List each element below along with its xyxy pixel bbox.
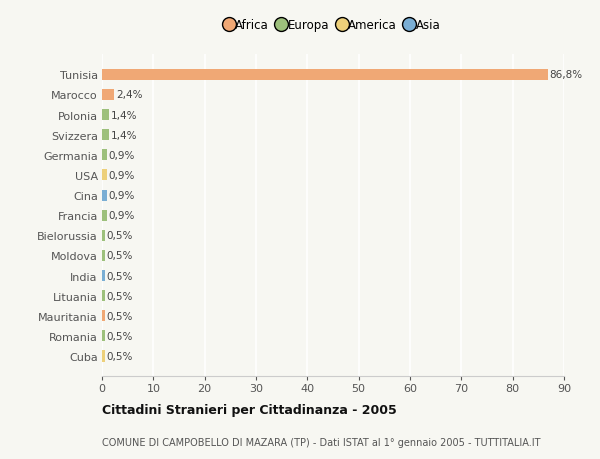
Text: 0,9%: 0,9% [109, 211, 135, 221]
Text: 2,4%: 2,4% [116, 90, 143, 100]
Text: 0,5%: 0,5% [107, 271, 133, 281]
Text: 0,5%: 0,5% [107, 351, 133, 361]
Text: 1,4%: 1,4% [111, 110, 138, 120]
Bar [102, 330, 104, 341]
Text: 0,5%: 0,5% [107, 331, 133, 341]
Bar [102, 150, 107, 161]
Text: 0,5%: 0,5% [107, 291, 133, 301]
Bar [102, 110, 109, 121]
Text: 0,5%: 0,5% [107, 251, 133, 261]
Bar [102, 351, 104, 362]
Bar [102, 70, 548, 81]
Bar [102, 230, 104, 241]
Text: 0,9%: 0,9% [109, 190, 135, 201]
Text: 0,9%: 0,9% [109, 171, 135, 180]
Text: 0,5%: 0,5% [107, 311, 133, 321]
Bar [102, 130, 109, 141]
Bar [102, 190, 107, 201]
Bar [102, 170, 107, 181]
Text: 1,4%: 1,4% [111, 130, 138, 140]
Bar [102, 291, 104, 302]
Text: 0,5%: 0,5% [107, 231, 133, 241]
Legend: Africa, Europa, America, Asia: Africa, Europa, America, Asia [226, 19, 440, 32]
Bar [102, 250, 104, 262]
Text: 0,9%: 0,9% [109, 151, 135, 161]
Text: COMUNE DI CAMPOBELLO DI MAZARA (TP) - Dati ISTAT al 1° gennaio 2005 - TUTTITALIA: COMUNE DI CAMPOBELLO DI MAZARA (TP) - Da… [102, 437, 541, 447]
Bar [102, 311, 104, 322]
Bar [102, 270, 104, 281]
Text: 86,8%: 86,8% [550, 70, 583, 80]
Bar [102, 210, 107, 221]
Bar [102, 90, 115, 101]
Text: Cittadini Stranieri per Cittadinanza - 2005: Cittadini Stranieri per Cittadinanza - 2… [102, 403, 397, 416]
